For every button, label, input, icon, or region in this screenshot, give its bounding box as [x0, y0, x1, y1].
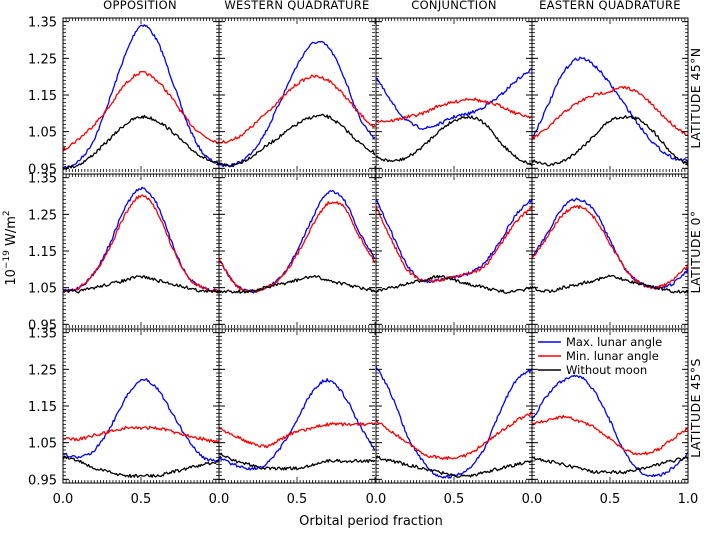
row-title-45s: LATITUDE 45°S — [688, 358, 703, 458]
series-line-r2-c0-none — [62, 455, 220, 479]
series-line-r0-c3-max — [531, 56, 689, 163]
series-line-r0-c0-min — [62, 70, 220, 152]
series-line-r0-c3-none — [531, 115, 689, 167]
y-tick-label: 1.15 — [28, 89, 57, 104]
series-line-r2-c3-none — [531, 455, 689, 475]
column-title-western-quadrature: WESTERN QUADRATURE — [224, 0, 369, 12]
legend-label-max: Max. lunar angle — [566, 335, 662, 349]
column-title-opposition: OPPOSITION — [103, 0, 177, 12]
column-title-conjunction: CONJUNCTION — [411, 0, 497, 12]
row-title-45n: LATITUDE 45°N — [688, 47, 703, 148]
x-axis-label: Orbital period fraction — [299, 514, 443, 529]
x-tick-label: 0.0 — [209, 492, 230, 507]
y-tick-label: 1.15 — [28, 400, 57, 415]
y-tick-label: 1.25 — [28, 52, 57, 67]
series-line-r0-c1-none — [218, 113, 376, 167]
series-line-r2-c2-none — [375, 455, 533, 478]
series-line-r2-c1-max — [218, 378, 376, 471]
column-title-eastern-quadrature: EASTERN QUADRATURE — [539, 0, 681, 12]
series-line-r1-c1-max — [218, 189, 376, 294]
y-tick-label: 1.25 — [28, 208, 57, 223]
series-line-r2-c0-max — [62, 378, 220, 463]
series-line-r2-c2-max — [375, 365, 533, 479]
series-line-r2-c3-max — [531, 374, 689, 478]
series-line-r2-c2-min — [375, 411, 533, 461]
y-tick-label: 1.35 — [28, 327, 57, 342]
row-title-0: LATITUDE 0° — [688, 210, 703, 293]
x-tick-label: 0.5 — [600, 492, 621, 507]
series-line-r1-c1-none — [218, 274, 376, 294]
y-axis-label-base: 10 — [4, 269, 19, 286]
y-tick-label: 0.95 — [28, 473, 57, 488]
series-line-r0-c1-min — [218, 74, 376, 144]
series-line-r2-c1-none — [218, 452, 376, 471]
y-tick-label: 0.95 — [28, 318, 57, 333]
data-lines — [62, 24, 689, 479]
series-line-r1-c3-none — [531, 274, 689, 294]
series-line-r1-c2-max — [375, 198, 533, 284]
series-line-r2-c3-min — [531, 414, 689, 456]
y-axis-label-exponent: −19 — [2, 250, 12, 269]
y-tick-label: 1.05 — [28, 126, 57, 141]
x-tick-label: 1.0 — [678, 492, 699, 507]
series-line-r1-c1-min — [218, 201, 376, 293]
series-line-r0-c1-max — [218, 40, 376, 168]
series-line-r0-c3-min — [531, 85, 689, 141]
series-line-r0-c2-max — [375, 67, 533, 131]
x-tick-label: 0.0 — [53, 492, 74, 507]
y-tick-label: 1.05 — [28, 282, 57, 297]
y-tick-label: 0.95 — [28, 162, 57, 177]
legend-label-min: Min. lunar angle — [566, 349, 659, 363]
series-line-r0-c0-max — [62, 24, 220, 171]
series-line-r0-c0-none — [62, 114, 220, 171]
y-axis-label-unit-exponent: 2 — [2, 210, 12, 216]
y-axis-label: 10−19 W/m2 — [2, 210, 19, 285]
series-line-r1-c0-none — [62, 275, 220, 294]
legend: Max. lunar angle Min. lunar angle Withou… — [538, 335, 662, 377]
y-axis-label-unit: W/m — [4, 216, 19, 250]
series-line-r0-c2-min — [375, 97, 533, 123]
axis-ticks: 1.351.251.151.050.951.351.251.151.050.95… — [28, 16, 698, 507]
x-tick-label: 0.5 — [287, 492, 308, 507]
series-line-r1-c2-min — [375, 205, 533, 283]
y-tick-label: 1.05 — [28, 437, 57, 452]
y-tick-label: 1.35 — [28, 16, 57, 31]
series-line-r2-c0-min — [62, 425, 220, 445]
x-tick-label: 0.5 — [131, 492, 152, 507]
y-tick-label: 1.35 — [28, 172, 57, 187]
series-line-r1-c3-min — [531, 205, 689, 290]
legend-label-none: Without moon — [566, 363, 647, 377]
panel-frames — [62, 17, 689, 484]
series-line-r2-c1-min — [218, 422, 376, 449]
y-tick-label: 1.25 — [28, 363, 57, 378]
x-tick-label: 0.0 — [522, 492, 543, 507]
series-line-r1-c0-min — [62, 194, 220, 294]
series-line-r0-c2-none — [375, 115, 533, 167]
series-line-r1-c2-none — [375, 274, 533, 294]
x-tick-label: 0.0 — [366, 492, 387, 507]
x-tick-label: 0.5 — [444, 492, 465, 507]
y-tick-label: 1.15 — [28, 245, 57, 260]
